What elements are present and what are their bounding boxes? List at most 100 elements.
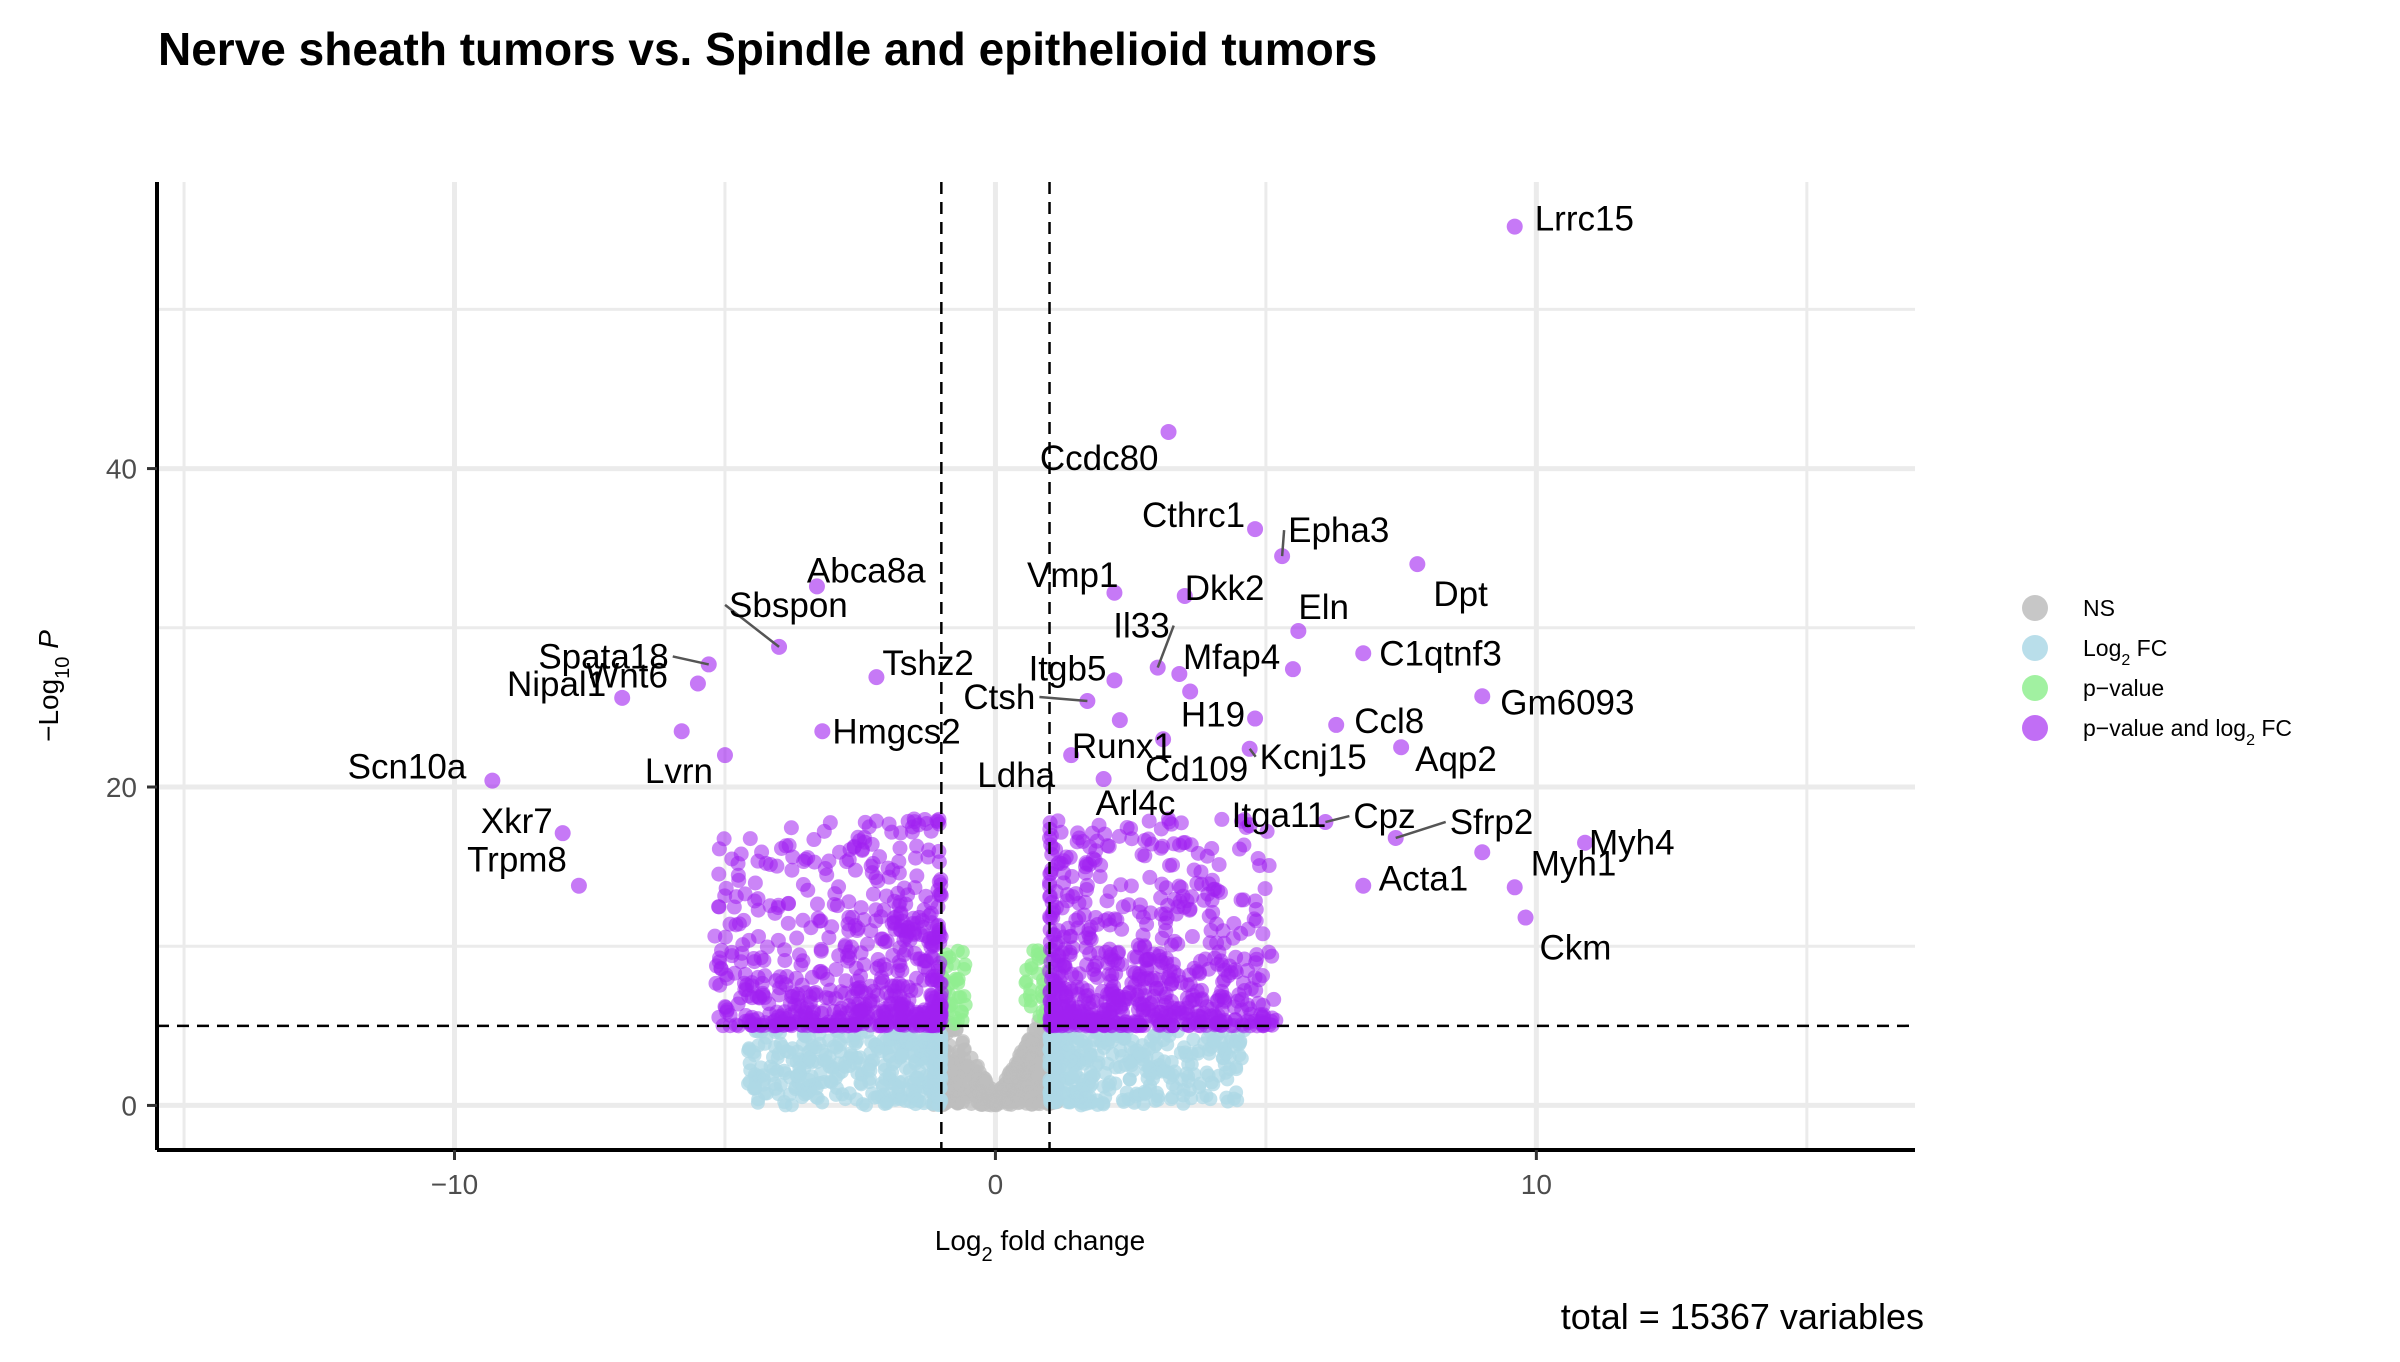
significant-point — [1126, 1017, 1142, 1033]
fc-point — [1100, 1056, 1115, 1071]
significant-point — [800, 850, 816, 866]
gene-point — [614, 689, 631, 706]
ns-point — [1031, 1045, 1046, 1060]
significant-point — [1079, 856, 1095, 872]
fc-point — [826, 1039, 841, 1054]
fc-point — [1167, 1064, 1182, 1079]
fc-point — [801, 1072, 816, 1087]
significant-point — [1142, 869, 1158, 885]
p-value-point — [1024, 961, 1039, 976]
significant-point — [857, 814, 873, 830]
significant-point — [1236, 951, 1252, 967]
fc-point — [1207, 1034, 1222, 1049]
label-leader-line — [1280, 530, 1286, 557]
significant-point — [864, 836, 880, 852]
significant-point — [777, 942, 793, 958]
significant-point — [1255, 926, 1271, 942]
gene-point — [1355, 877, 1372, 894]
ns-point — [1016, 1068, 1031, 1083]
gene-point — [1393, 739, 1410, 756]
significant-point — [815, 965, 831, 981]
significant-point — [1137, 848, 1153, 864]
significant-point — [1092, 869, 1108, 885]
fc-point — [1199, 1065, 1214, 1080]
significant-point — [826, 897, 842, 913]
significant-point — [716, 831, 732, 847]
fc-point — [1074, 1033, 1089, 1048]
significant-point — [892, 957, 908, 973]
fc-point — [1122, 1072, 1137, 1087]
significant-point — [916, 902, 932, 918]
significant-point — [1132, 940, 1148, 956]
significant-point — [875, 931, 891, 947]
significant-point — [1104, 952, 1120, 968]
gene-point — [1106, 584, 1123, 601]
significant-point — [1193, 876, 1209, 892]
fc-point — [1222, 1050, 1237, 1065]
gene-label: Ldha — [977, 756, 1055, 795]
significant-point — [789, 930, 805, 946]
significant-point — [1226, 999, 1242, 1015]
legend-label: NS — [2083, 595, 2115, 621]
x-tick-label: −10 — [431, 1169, 479, 1200]
significant-point — [1199, 848, 1215, 864]
gene-label: Hmgcs2 — [832, 712, 960, 751]
significant-point — [1076, 907, 1092, 923]
gene-point — [1063, 747, 1080, 764]
ns-point — [1030, 1068, 1045, 1083]
gene-point — [1247, 710, 1264, 727]
gene-point — [1247, 521, 1264, 538]
significant-point — [1042, 888, 1058, 904]
chart-title: Nerve sheath tumors vs. Spindle and epit… — [158, 23, 1378, 75]
significant-point — [762, 898, 778, 914]
significant-point — [1226, 915, 1242, 931]
significant-point — [733, 954, 749, 970]
gene-point — [1176, 587, 1193, 604]
significant-point — [1141, 1001, 1157, 1017]
significant-point — [1204, 892, 1220, 908]
gene-point — [1290, 622, 1307, 639]
significant-point — [1083, 931, 1099, 947]
significant-point — [1149, 980, 1165, 996]
gene-label: Xkr7 — [481, 802, 553, 841]
significant-point — [1173, 880, 1189, 896]
gene-label: Trpm8 — [467, 841, 567, 880]
significant-point — [900, 813, 916, 829]
y-tick-label: 40 — [106, 454, 137, 485]
significant-point — [805, 1004, 821, 1020]
p-value-point — [954, 1005, 969, 1020]
significant-point — [1179, 893, 1195, 909]
gene-point — [689, 675, 706, 692]
y-axis-title: −Log10 P — [33, 630, 74, 742]
significant-point — [813, 943, 829, 959]
significant-point — [921, 842, 937, 858]
significant-point — [754, 844, 770, 860]
gene-label: Runx1 — [1072, 727, 1173, 766]
significant-point — [884, 1003, 900, 1019]
fc-point — [777, 1095, 792, 1110]
significant-point — [1089, 955, 1105, 971]
significant-point — [809, 896, 825, 912]
gene-point — [1241, 817, 1258, 834]
significant-point — [1131, 904, 1147, 920]
fc-point — [1146, 1071, 1161, 1086]
significant-point — [756, 952, 772, 968]
gene-label: Gm6093 — [1500, 683, 1634, 722]
fc-point — [884, 1039, 899, 1054]
significant-point — [849, 973, 865, 989]
significant-point — [828, 991, 844, 1007]
fc-point — [1112, 1059, 1127, 1074]
p-value-point — [950, 943, 965, 958]
total-variables-caption: total = 15367 variables — [1560, 1296, 1924, 1337]
significant-point — [1161, 814, 1177, 830]
gene-point — [716, 747, 733, 764]
significant-point — [856, 912, 872, 928]
significant-point — [930, 963, 946, 979]
significant-point — [808, 985, 824, 1001]
y-tick-label: 0 — [121, 1090, 137, 1121]
significant-point — [841, 894, 857, 910]
significant-point — [730, 867, 746, 883]
significant-point — [1043, 828, 1059, 844]
fc-point — [1234, 1051, 1249, 1066]
gene-point — [1160, 423, 1177, 440]
